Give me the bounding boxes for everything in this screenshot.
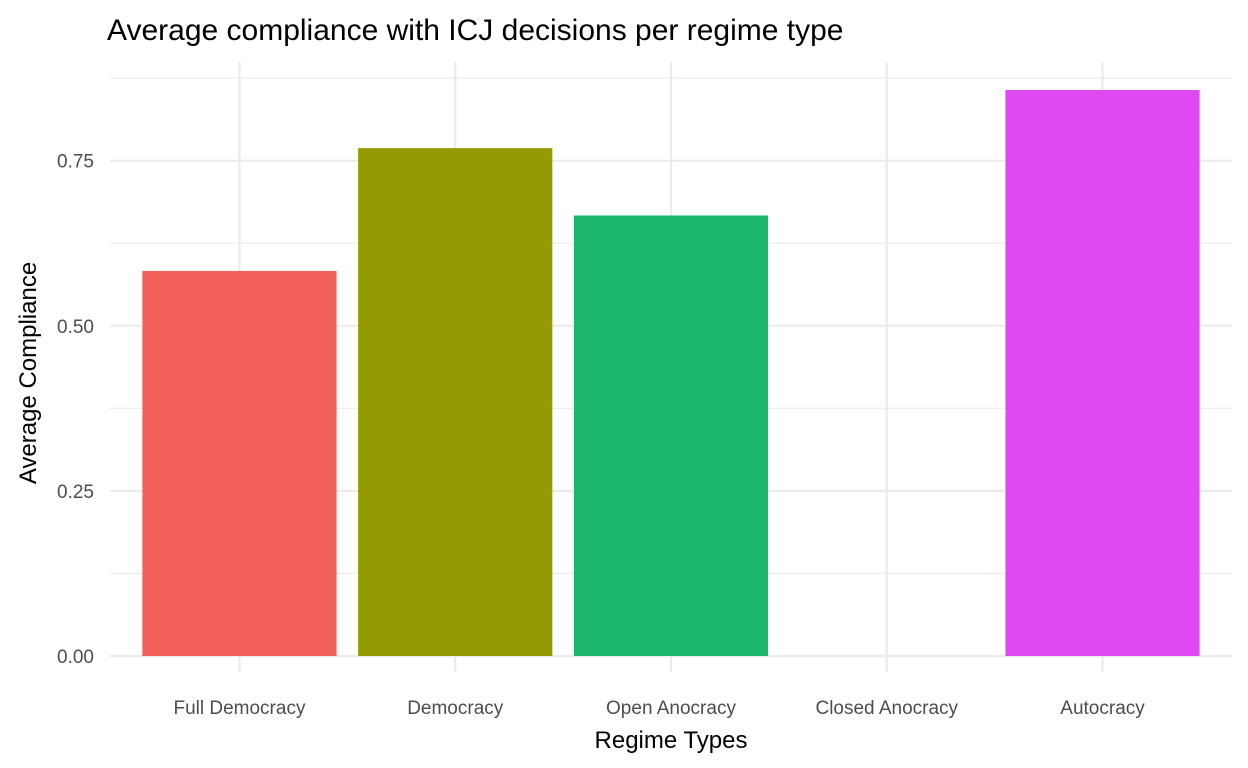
x-tick-label: Open Anocracy bbox=[606, 698, 736, 719]
y-tick-label: 0.50 bbox=[57, 317, 94, 338]
chart-title: Average compliance with ICJ decisions pe… bbox=[107, 14, 843, 47]
x-axis-title: Regime Types bbox=[595, 727, 748, 754]
bars bbox=[142, 90, 1200, 656]
x-tick-label: Full Democracy bbox=[173, 698, 305, 719]
y-tick-label: 0.25 bbox=[57, 482, 94, 503]
x-axis-ticks: Full Democracy Democracy Open Anocracy Clos… bbox=[173, 698, 1145, 719]
y-axis-ticks: 0.00 0.25 0.50 0.75 bbox=[57, 152, 94, 668]
x-tick-label: Closed Anocracy bbox=[815, 698, 958, 719]
bar bbox=[1005, 90, 1200, 656]
bar bbox=[142, 270, 337, 656]
y-tick-label: 0.75 bbox=[57, 152, 94, 173]
bar bbox=[573, 215, 769, 656]
x-tick-label: Autocracy bbox=[1060, 698, 1145, 719]
bar bbox=[358, 148, 553, 656]
y-axis-title: Average Compliance bbox=[15, 262, 42, 484]
x-tick-label: Democracy bbox=[407, 698, 504, 719]
y-tick-label: 0.00 bbox=[57, 647, 94, 668]
